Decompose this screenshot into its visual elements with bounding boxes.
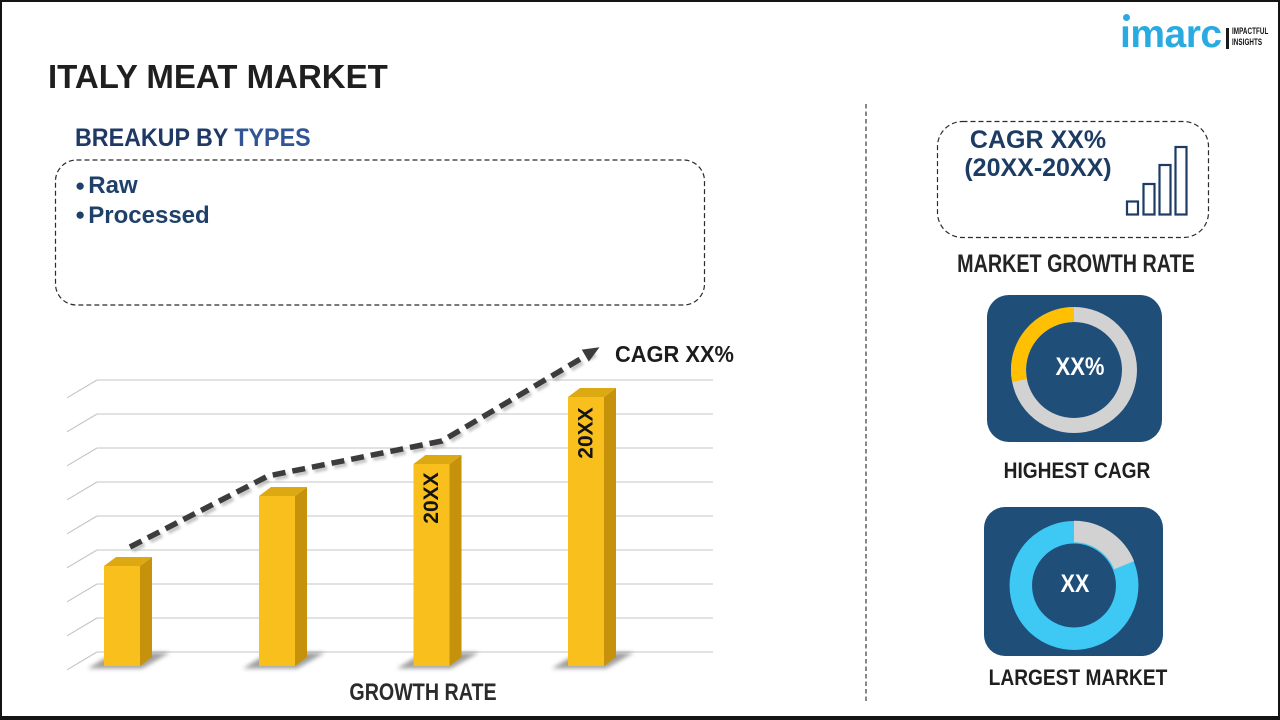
svg-text:20XX: 20XX xyxy=(575,407,598,458)
svg-text:20XX: 20XX xyxy=(420,472,443,523)
